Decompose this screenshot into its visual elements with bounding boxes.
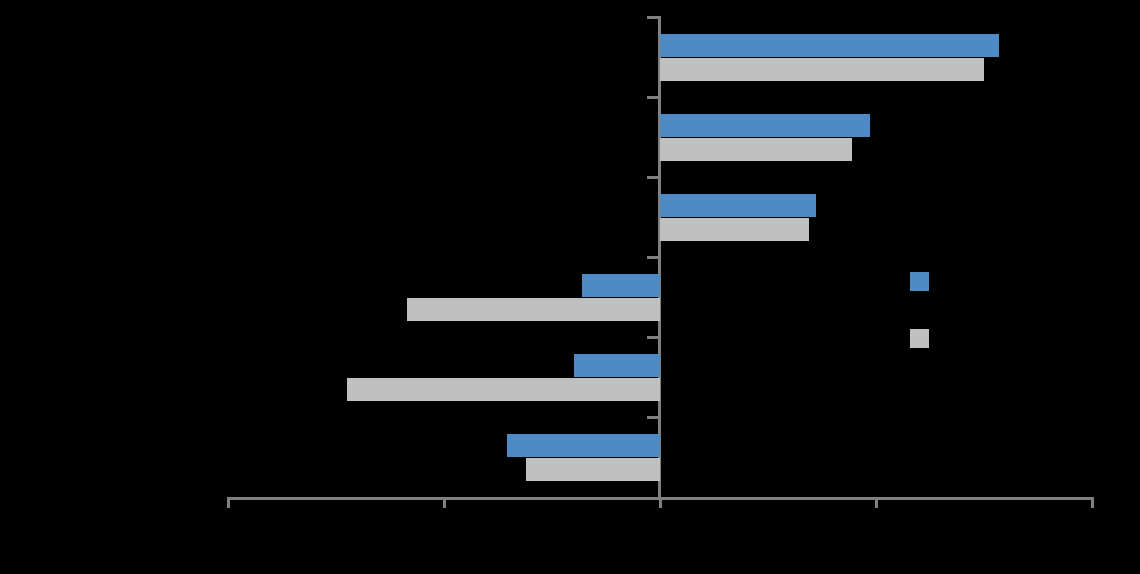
bar-series-2-gray-category-2 bbox=[660, 138, 853, 161]
bar-series-1-blue-category-2 bbox=[660, 114, 870, 137]
bar-series-2-gray-category-1 bbox=[660, 58, 984, 81]
y-axis-tick bbox=[647, 256, 658, 259]
y-axis-tick bbox=[647, 176, 658, 179]
bar-series-2-gray-category-6 bbox=[526, 458, 660, 481]
bar-series-1-blue-category-1 bbox=[660, 34, 1000, 57]
legend-swatch-gray-icon bbox=[910, 329, 929, 348]
bar-series-2-gray-category-3 bbox=[660, 218, 810, 241]
y-axis-tick bbox=[647, 96, 658, 99]
legend-swatch-blue-icon bbox=[910, 272, 929, 291]
bar-series-1-blue-category-3 bbox=[660, 194, 816, 217]
x-axis-tick bbox=[443, 497, 446, 508]
y-axis-tick bbox=[647, 16, 658, 19]
x-axis-tick bbox=[659, 497, 662, 508]
bar-series-1-blue-category-6 bbox=[506, 434, 660, 457]
x-axis-tick bbox=[227, 497, 230, 508]
x-axis-tick bbox=[875, 497, 878, 508]
bar-series-2-gray-category-4 bbox=[407, 298, 660, 321]
bar-series-2-gray-category-5 bbox=[346, 378, 660, 401]
y-axis-tick bbox=[647, 416, 658, 419]
y-axis-tick bbox=[647, 336, 658, 339]
x-axis-tick bbox=[1091, 497, 1094, 508]
bar-series-1-blue-category-4 bbox=[582, 274, 660, 297]
y-axis-line bbox=[658, 16, 661, 500]
bar-series-1-blue-category-5 bbox=[573, 354, 660, 377]
